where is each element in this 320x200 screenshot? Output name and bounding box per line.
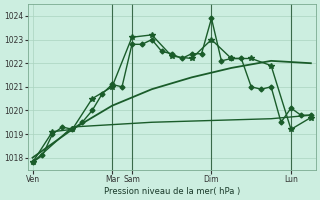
X-axis label: Pression niveau de la mer( hPa ): Pression niveau de la mer( hPa )	[104, 187, 240, 196]
